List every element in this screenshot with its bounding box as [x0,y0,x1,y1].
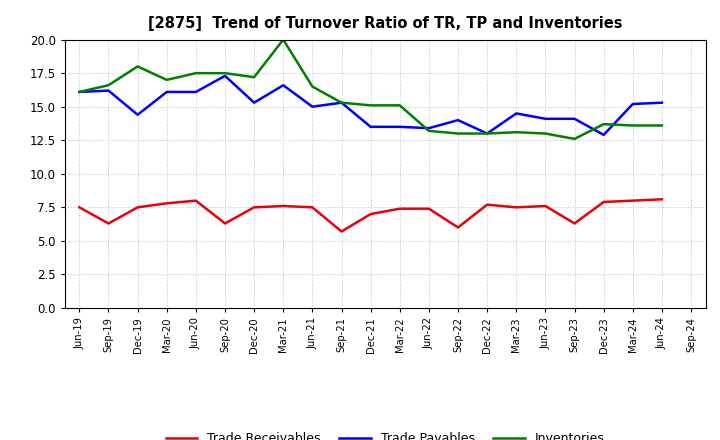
Trade Receivables [657,197,666,202]
Trade Receivables [250,205,258,210]
Trade Payables [599,132,608,138]
Trade Payables [454,117,462,123]
Trade Payables [541,116,550,121]
Inventories [425,128,433,133]
Trade Receivables [308,205,317,210]
Trade Payables [425,125,433,131]
Trade Payables [657,100,666,105]
Inventories [629,123,637,128]
Trade Payables [366,124,375,129]
Trade Payables [163,89,171,95]
Trade Receivables [337,229,346,234]
Inventories [279,37,287,42]
Trade Receivables [454,225,462,230]
Trade Payables [337,100,346,105]
Trade Receivables [133,205,142,210]
Trade Payables [220,73,229,78]
Trade Payables [395,124,404,129]
Inventories [483,131,492,136]
Inventories [454,131,462,136]
Inventories [163,77,171,82]
Trade Receivables [220,221,229,226]
Trade Payables [279,83,287,88]
Trade Receivables [395,206,404,211]
Line: Inventories: Inventories [79,40,662,139]
Trade Receivables [541,203,550,209]
Trade Payables [483,131,492,136]
Line: Trade Payables: Trade Payables [79,76,662,135]
Line: Trade Receivables: Trade Receivables [79,199,662,231]
Trade Receivables [629,198,637,203]
Trade Receivables [366,211,375,216]
Inventories [541,131,550,136]
Title: [2875]  Trend of Turnover Ratio of TR, TP and Inventories: [2875] Trend of Turnover Ratio of TR, TP… [148,16,623,32]
Trade Receivables [104,221,113,226]
Trade Receivables [279,203,287,209]
Inventories [308,84,317,89]
Trade Receivables [75,205,84,210]
Trade Payables [629,101,637,106]
Inventories [337,100,346,105]
Inventories [133,64,142,69]
Inventories [599,121,608,127]
Trade Payables [250,100,258,105]
Inventories [104,83,113,88]
Trade Payables [512,111,521,116]
Inventories [250,74,258,80]
Inventories [192,70,200,76]
Trade Receivables [483,202,492,207]
Trade Payables [133,112,142,117]
Inventories [395,103,404,108]
Trade Receivables [512,205,521,210]
Inventories [220,70,229,76]
Inventories [366,103,375,108]
Trade Receivables [163,201,171,206]
Trade Receivables [192,198,200,203]
Inventories [75,89,84,95]
Trade Receivables [599,199,608,205]
Trade Payables [192,89,200,95]
Trade Payables [308,104,317,109]
Trade Receivables [570,221,579,226]
Trade Payables [75,89,84,95]
Trade Receivables [425,206,433,211]
Legend: Trade Receivables, Trade Payables, Inventories: Trade Receivables, Trade Payables, Inven… [161,427,610,440]
Inventories [657,123,666,128]
Inventories [570,136,579,142]
Inventories [512,129,521,135]
Trade Payables [570,116,579,121]
Trade Payables [104,88,113,93]
